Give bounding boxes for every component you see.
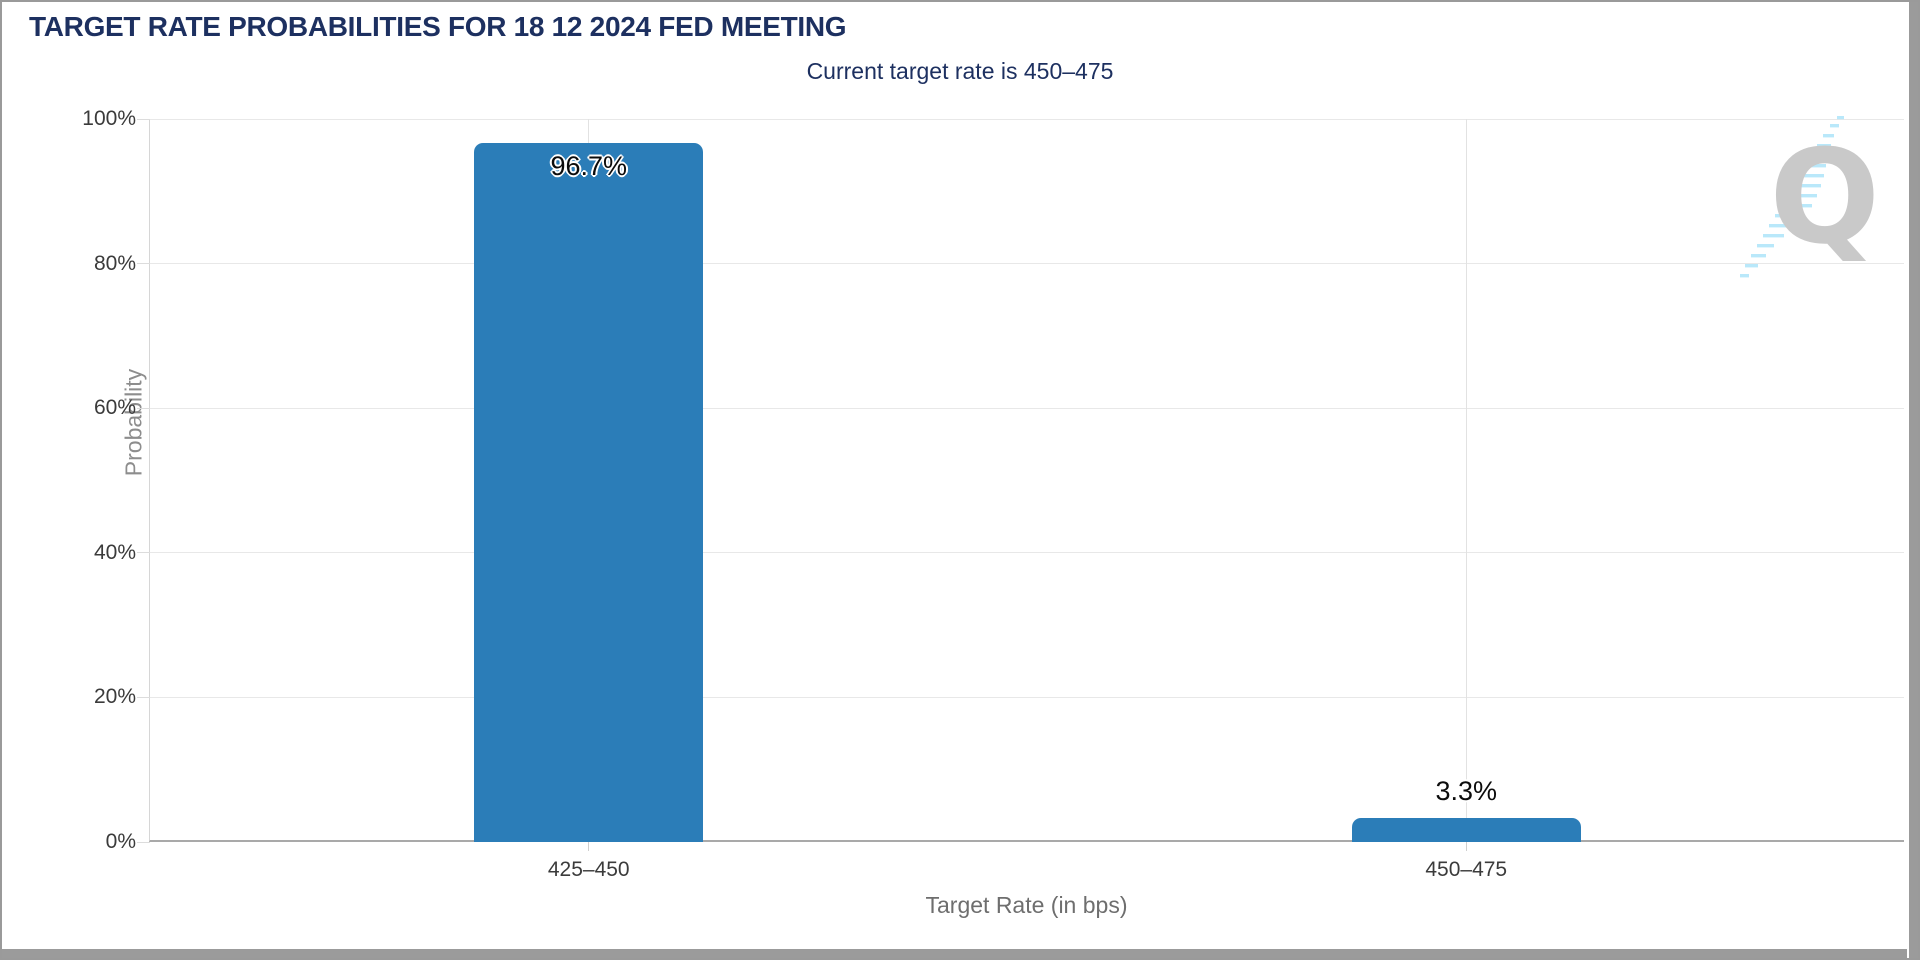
y-tick-label: 20% bbox=[93, 685, 136, 709]
plot-area: Probability 0% 20% 40% 60% 80% 100% 96.7% 425–4… bbox=[82, 107, 1904, 881]
y-tick-label: 0% bbox=[105, 830, 136, 853]
probability-bar[interactable] bbox=[474, 142, 704, 842]
x-tick-mark bbox=[588, 842, 590, 851]
y-gridline bbox=[150, 552, 1904, 554]
y-tick-mark bbox=[137, 263, 150, 265]
y-gridline bbox=[150, 118, 1904, 120]
y-tick-mark bbox=[137, 118, 150, 120]
y-tick-label: 60% bbox=[93, 396, 136, 420]
chart-subtitle: Current target rate is 450–475 bbox=[806, 58, 1114, 84]
x-tick-label: 425–450 bbox=[547, 858, 630, 881]
chart-title: TARGET RATE PROBABILITIES FOR 18 12 2024… bbox=[29, 11, 847, 42]
y-gridline bbox=[150, 263, 1904, 265]
y-tick-mark bbox=[137, 841, 150, 843]
y-tick-label: 40% bbox=[93, 540, 136, 564]
y-tick-mark bbox=[137, 696, 150, 698]
probability-bar[interactable] bbox=[1351, 818, 1581, 842]
y-gridline bbox=[150, 696, 1904, 698]
y-tick-label: 100% bbox=[82, 107, 136, 130]
x-tick-label: 450–475 bbox=[1425, 858, 1508, 881]
horizontal-scrollbar[interactable] bbox=[2, 949, 1907, 958]
y-tick-mark bbox=[137, 552, 150, 554]
y-tick-mark bbox=[137, 407, 150, 409]
logo-slash-icon bbox=[1740, 116, 1844, 278]
bar-value-label: 96.7% bbox=[550, 150, 628, 181]
x-tick-mark bbox=[1465, 842, 1467, 851]
vertical-scrollbar[interactable] bbox=[1909, 2, 1918, 958]
category-guide-line bbox=[1465, 119, 1467, 840]
x-axis-title: Target Rate (in bps) bbox=[925, 892, 1128, 918]
y-axis-title: Probability bbox=[120, 368, 147, 477]
y-tick-label: 80% bbox=[93, 251, 136, 275]
logo-q-letter: Q bbox=[1769, 121, 1880, 273]
y-gridline bbox=[150, 407, 1904, 409]
quikstrike-logo: Q bbox=[1740, 114, 1880, 284]
bar-value-label: 3.3% bbox=[1435, 776, 1498, 807]
